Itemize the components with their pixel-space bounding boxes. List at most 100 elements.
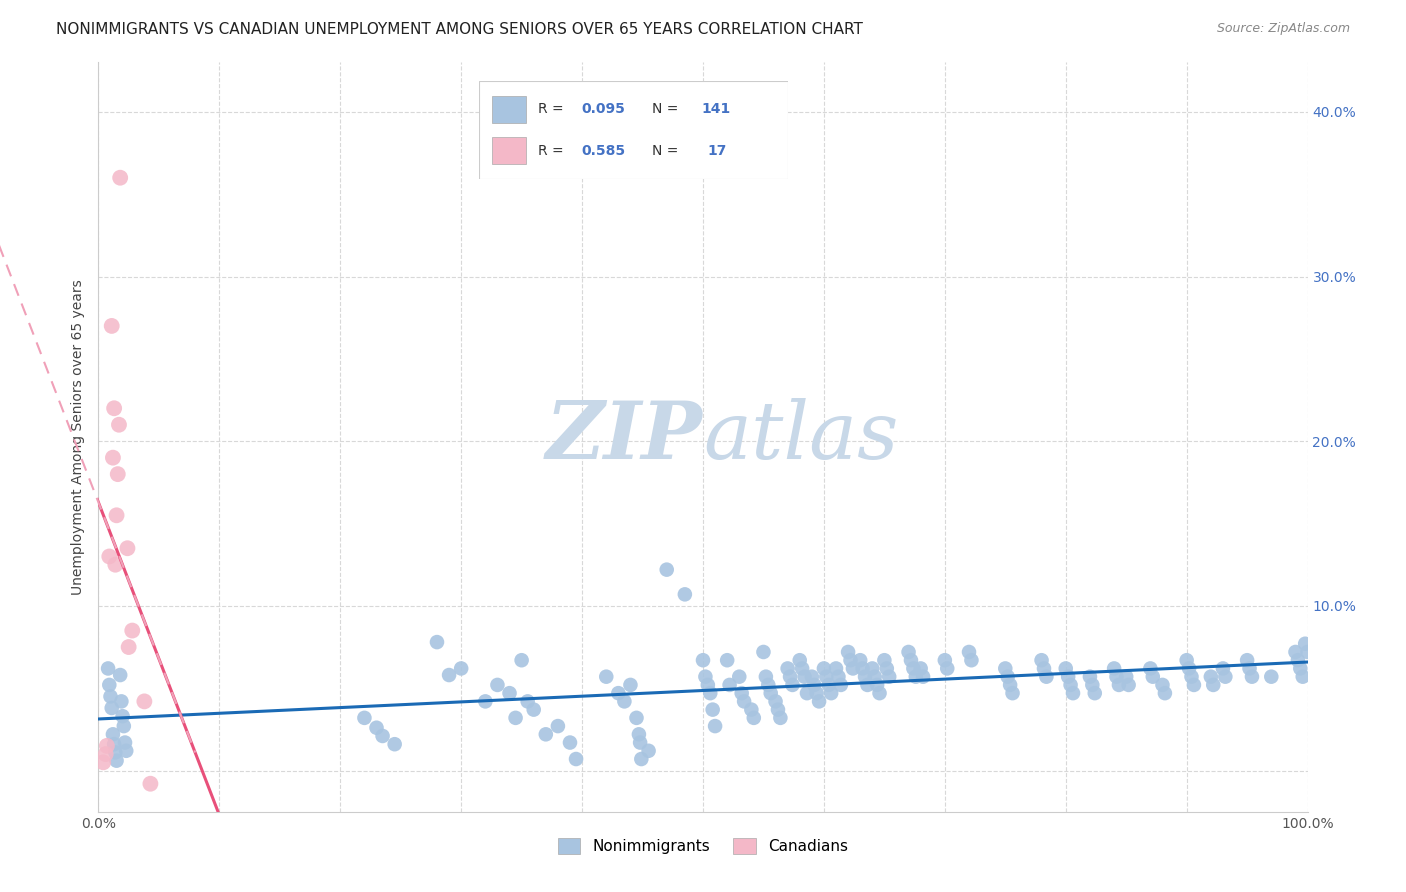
Point xyxy=(139,777,162,791)
Point xyxy=(558,735,581,749)
Point xyxy=(107,467,129,482)
Point xyxy=(97,661,120,675)
Point xyxy=(869,686,891,700)
Point xyxy=(607,686,630,700)
Point xyxy=(108,417,131,432)
Text: Source: ZipAtlas.com: Source: ZipAtlas.com xyxy=(1216,22,1350,36)
Text: atlas: atlas xyxy=(703,399,898,475)
Point xyxy=(1033,661,1056,675)
Point xyxy=(728,670,751,684)
Point xyxy=(104,558,127,572)
Point xyxy=(839,653,862,667)
Point xyxy=(1199,670,1222,684)
Point xyxy=(426,635,449,649)
Point xyxy=(800,670,823,684)
Point xyxy=(1001,686,1024,700)
Point xyxy=(842,661,865,675)
Point xyxy=(1180,670,1202,684)
Point xyxy=(628,735,651,749)
Point xyxy=(769,711,792,725)
Point xyxy=(766,703,789,717)
Point xyxy=(98,678,121,692)
Point xyxy=(1215,670,1237,684)
Point xyxy=(765,694,787,708)
Point xyxy=(474,694,496,708)
Point xyxy=(98,549,121,564)
Point xyxy=(565,752,588,766)
Point xyxy=(793,670,815,684)
Point xyxy=(897,645,920,659)
Point xyxy=(96,739,118,753)
Point xyxy=(910,661,932,675)
Point xyxy=(903,661,925,675)
Point xyxy=(1212,661,1234,675)
Point xyxy=(510,653,533,667)
Point xyxy=(1260,670,1282,684)
Point xyxy=(353,711,375,725)
Point xyxy=(1142,670,1164,684)
Point xyxy=(731,686,754,700)
Point xyxy=(692,653,714,667)
Point xyxy=(873,653,896,667)
Point xyxy=(105,508,128,523)
Point xyxy=(756,678,779,692)
Point xyxy=(486,678,509,692)
Point xyxy=(849,653,872,667)
Point xyxy=(900,653,922,667)
Point xyxy=(1035,670,1057,684)
Point xyxy=(1236,653,1258,667)
Point xyxy=(1102,661,1125,675)
Point xyxy=(371,729,394,743)
Point xyxy=(827,670,849,684)
Point xyxy=(103,737,125,751)
Point xyxy=(1139,661,1161,675)
Point xyxy=(673,587,696,601)
Point xyxy=(998,678,1021,692)
Point xyxy=(1084,686,1107,700)
Point xyxy=(752,645,775,659)
Point xyxy=(1057,670,1080,684)
Point xyxy=(1154,686,1177,700)
Point xyxy=(1296,645,1319,659)
Point xyxy=(716,653,738,667)
Point xyxy=(792,661,814,675)
Point xyxy=(637,744,659,758)
Point xyxy=(505,711,527,725)
Point xyxy=(1239,661,1261,675)
Point xyxy=(117,541,139,556)
Point xyxy=(866,678,889,692)
Point xyxy=(1292,670,1315,684)
Y-axis label: Unemployment Among Seniors over 65 years: Unemployment Among Seniors over 65 years xyxy=(72,279,86,595)
Point xyxy=(817,678,839,692)
Point xyxy=(118,640,141,654)
Point xyxy=(595,670,617,684)
Point xyxy=(627,727,650,741)
Point xyxy=(108,668,131,682)
Point xyxy=(852,661,875,675)
Point xyxy=(437,668,460,682)
Point xyxy=(860,661,883,675)
Point xyxy=(904,670,927,684)
Point xyxy=(934,653,956,667)
Point xyxy=(104,746,127,760)
Point xyxy=(1078,670,1101,684)
Point xyxy=(696,678,718,692)
Point xyxy=(655,563,678,577)
Point xyxy=(1152,678,1174,692)
Point xyxy=(759,686,782,700)
Point xyxy=(366,721,388,735)
Point xyxy=(733,694,755,708)
Point xyxy=(547,719,569,733)
Point xyxy=(718,678,741,692)
Point xyxy=(957,645,980,659)
Point xyxy=(789,653,811,667)
Point xyxy=(779,670,801,684)
Point xyxy=(91,756,114,770)
Point xyxy=(1182,678,1205,692)
Point xyxy=(384,737,406,751)
Point xyxy=(101,727,124,741)
Point xyxy=(105,754,128,768)
Point xyxy=(110,694,132,708)
Point xyxy=(619,678,641,692)
Point xyxy=(695,670,717,684)
